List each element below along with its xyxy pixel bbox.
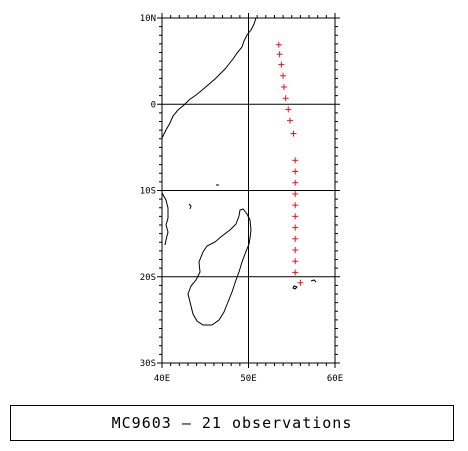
observation-marker <box>297 279 304 286</box>
y-tick-label: 10S <box>140 187 156 197</box>
mauritius-island <box>292 285 298 290</box>
observation-marker <box>292 190 299 197</box>
y-tick-label: 10N <box>140 14 156 24</box>
y-axis: 10N 0 10S 20S 30S <box>140 14 340 369</box>
y-tick-label: 0 <box>151 100 156 110</box>
x-tick-label: 50E <box>240 374 256 384</box>
observation-marker <box>287 117 294 124</box>
madagascar-coastline <box>187 208 252 326</box>
africa-coastline <box>162 18 257 139</box>
comoros-island <box>188 203 192 210</box>
observation-marker <box>292 179 299 186</box>
observation-marker <box>292 269 299 276</box>
x-axis: 40E 50E 60E <box>154 13 343 384</box>
observation-marker <box>278 61 285 68</box>
observation-marker <box>292 213 299 220</box>
coastlines <box>162 18 317 326</box>
caption-text: MC9603 – 21 observations <box>111 414 353 432</box>
plot-area <box>161 17 336 364</box>
y-tick-label: 20S <box>140 273 156 283</box>
grid-lines <box>162 18 335 363</box>
map-figure: 40E 50E 60E 10N 0 10S 20S 30S <box>140 13 343 384</box>
observation-marker <box>276 51 283 58</box>
observation-marker <box>292 258 299 265</box>
caption-box: MC9603 – 21 observations <box>10 405 454 441</box>
observation-marker <box>292 247 299 254</box>
y-tick-label: 30S <box>140 359 156 369</box>
observation-markers <box>275 41 304 286</box>
observation-marker <box>282 95 289 102</box>
rodrigues-reunion-island <box>310 279 317 283</box>
x-tick-label: 60E <box>327 374 343 384</box>
observation-marker <box>292 168 299 175</box>
observation-marker <box>292 157 299 164</box>
observation-marker <box>275 41 282 48</box>
x-tick-label: 40E <box>154 374 170 384</box>
observation-marker <box>280 84 287 90</box>
observation-marker <box>292 224 299 231</box>
observation-marker <box>290 130 297 137</box>
observation-marker <box>280 72 287 79</box>
africa-coastline-south <box>162 192 169 246</box>
observation-marker <box>292 235 299 242</box>
observation-marker <box>285 106 292 113</box>
observation-marker <box>292 202 299 209</box>
